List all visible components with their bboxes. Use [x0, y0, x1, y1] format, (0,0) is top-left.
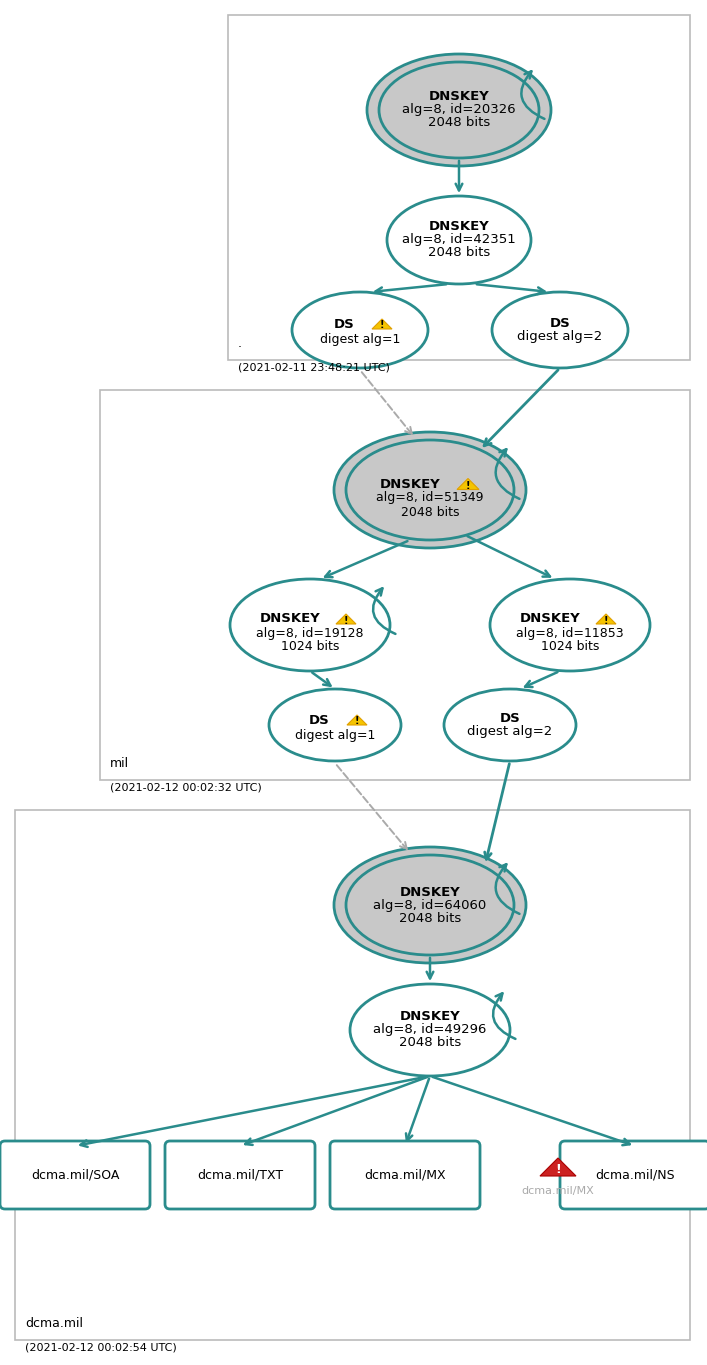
Text: DNSKEY: DNSKEY	[259, 613, 320, 625]
Polygon shape	[372, 319, 392, 329]
Text: dcma.mil/MX: dcma.mil/MX	[522, 1186, 595, 1196]
Ellipse shape	[269, 689, 401, 762]
FancyBboxPatch shape	[0, 1141, 150, 1209]
Text: DNSKEY: DNSKEY	[428, 221, 489, 233]
Text: 1024 bits: 1024 bits	[541, 639, 600, 652]
Text: DS: DS	[334, 318, 354, 330]
Polygon shape	[540, 1158, 576, 1177]
Text: !: !	[344, 616, 349, 625]
Text: 2048 bits: 2048 bits	[428, 247, 490, 259]
Ellipse shape	[346, 854, 514, 956]
Text: DNSKEY: DNSKEY	[520, 613, 580, 625]
Text: digest alg=2: digest alg=2	[467, 725, 553, 738]
Text: (2021-02-12 00:02:54 UTC): (2021-02-12 00:02:54 UTC)	[25, 1342, 177, 1351]
Ellipse shape	[334, 431, 526, 547]
Text: DNSKEY: DNSKEY	[399, 886, 460, 898]
Text: alg=8, id=19128: alg=8, id=19128	[256, 627, 363, 639]
Ellipse shape	[379, 61, 539, 158]
Ellipse shape	[387, 197, 531, 284]
Text: alg=8, id=51349: alg=8, id=51349	[376, 491, 484, 505]
Text: 2048 bits: 2048 bits	[399, 912, 461, 924]
Text: dcma.mil/TXT: dcma.mil/TXT	[197, 1168, 283, 1182]
Text: !: !	[466, 480, 470, 490]
Text: DNSKEY: DNSKEY	[399, 1010, 460, 1024]
Text: dcma.mil: dcma.mil	[25, 1317, 83, 1330]
Text: DS: DS	[549, 317, 571, 330]
Text: alg=8, id=20326: alg=8, id=20326	[402, 104, 516, 116]
Text: alg=8, id=42351: alg=8, id=42351	[402, 233, 516, 247]
Ellipse shape	[230, 579, 390, 672]
Ellipse shape	[444, 689, 576, 762]
Ellipse shape	[367, 55, 551, 167]
FancyBboxPatch shape	[560, 1141, 707, 1209]
Text: DS: DS	[500, 713, 520, 725]
Text: mil: mil	[110, 758, 129, 770]
Text: (2021-02-12 00:02:32 UTC): (2021-02-12 00:02:32 UTC)	[110, 782, 262, 792]
FancyBboxPatch shape	[330, 1141, 480, 1209]
FancyBboxPatch shape	[165, 1141, 315, 1209]
Text: 2048 bits: 2048 bits	[399, 1036, 461, 1050]
Text: alg=8, id=64060: alg=8, id=64060	[373, 898, 486, 912]
Text: dcma.mil/SOA: dcma.mil/SOA	[31, 1168, 119, 1182]
FancyBboxPatch shape	[228, 15, 690, 360]
Text: DNSKEY: DNSKEY	[428, 90, 489, 104]
Ellipse shape	[350, 984, 510, 1076]
Text: digest alg=2: digest alg=2	[518, 330, 602, 343]
Text: !: !	[555, 1163, 561, 1177]
Text: dcma.mil/MX: dcma.mil/MX	[364, 1168, 446, 1182]
Text: (2021-02-11 23:48:21 UTC): (2021-02-11 23:48:21 UTC)	[238, 362, 390, 373]
Text: digest alg=1: digest alg=1	[295, 729, 375, 743]
Text: .: .	[238, 337, 242, 349]
Text: alg=8, id=49296: alg=8, id=49296	[373, 1024, 486, 1036]
Text: 2048 bits: 2048 bits	[401, 505, 460, 519]
Ellipse shape	[334, 848, 526, 962]
Text: 2048 bits: 2048 bits	[428, 116, 490, 130]
Polygon shape	[457, 479, 479, 490]
Ellipse shape	[490, 579, 650, 672]
Text: !: !	[355, 717, 359, 726]
Text: alg=8, id=11853: alg=8, id=11853	[516, 627, 624, 639]
Ellipse shape	[492, 292, 628, 369]
Text: digest alg=1: digest alg=1	[320, 333, 400, 347]
Text: 1024 bits: 1024 bits	[281, 639, 339, 652]
Text: dcma.mil/NS: dcma.mil/NS	[595, 1168, 674, 1182]
Polygon shape	[347, 715, 367, 725]
Text: !: !	[604, 616, 608, 625]
Text: DS: DS	[309, 714, 329, 726]
Polygon shape	[596, 614, 616, 624]
FancyBboxPatch shape	[100, 390, 690, 779]
Text: !: !	[380, 321, 384, 330]
Text: DNSKEY: DNSKEY	[380, 478, 440, 490]
Polygon shape	[336, 614, 356, 624]
Ellipse shape	[292, 292, 428, 369]
FancyBboxPatch shape	[15, 809, 690, 1340]
Ellipse shape	[346, 440, 514, 541]
